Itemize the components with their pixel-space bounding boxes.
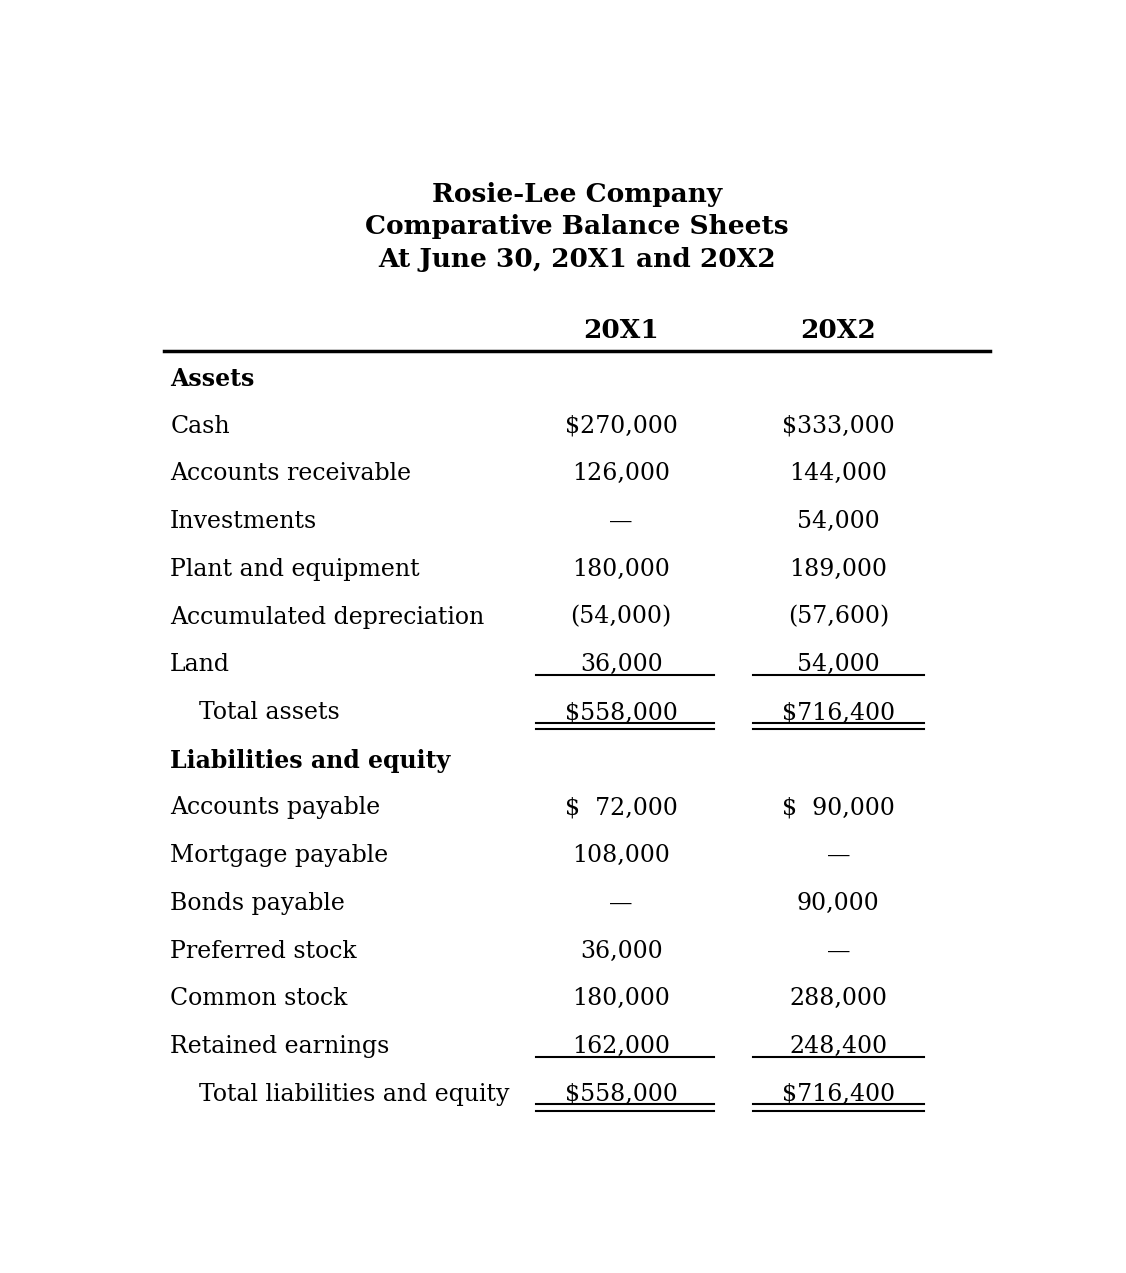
Text: $716,400: $716,400	[781, 701, 895, 724]
Text: At June 30, 20X1 and 20X2: At June 30, 20X1 and 20X2	[378, 247, 776, 271]
Text: —: —	[826, 939, 850, 962]
Text: $716,400: $716,400	[781, 1083, 895, 1106]
Text: 20X2: 20X2	[801, 318, 876, 344]
Text: Cash: Cash	[170, 415, 230, 438]
Text: 108,000: 108,000	[572, 844, 670, 867]
Text: $  72,000: $ 72,000	[565, 797, 678, 820]
Text: Accumulated depreciation: Accumulated depreciation	[170, 606, 484, 629]
Text: Accounts payable: Accounts payable	[170, 797, 381, 820]
Text: 162,000: 162,000	[572, 1035, 670, 1058]
Text: 90,000: 90,000	[797, 892, 879, 915]
Text: —: —	[609, 892, 633, 915]
Text: —: —	[609, 510, 633, 533]
Text: Rosie-Lee Company: Rosie-Lee Company	[432, 182, 722, 207]
Text: 248,400: 248,400	[789, 1035, 887, 1058]
Text: Plant and equipment: Plant and equipment	[170, 558, 420, 580]
Text: Land: Land	[170, 653, 230, 676]
Text: 20X1: 20X1	[583, 318, 659, 344]
Text: Assets: Assets	[170, 367, 254, 391]
Text: 144,000: 144,000	[789, 462, 887, 485]
Text: 54,000: 54,000	[797, 653, 879, 676]
Text: —: —	[826, 844, 850, 867]
Text: Total liabilities and equity: Total liabilities and equity	[199, 1083, 509, 1106]
Text: 36,000: 36,000	[580, 939, 662, 962]
Text: Preferred stock: Preferred stock	[170, 939, 357, 962]
Text: 288,000: 288,000	[789, 988, 887, 1011]
Text: Liabilities and equity: Liabilities and equity	[170, 749, 450, 773]
Text: Common stock: Common stock	[170, 988, 348, 1011]
Text: $558,000: $558,000	[565, 1083, 678, 1106]
Text: Retained earnings: Retained earnings	[170, 1035, 390, 1058]
Text: 126,000: 126,000	[572, 462, 670, 485]
Text: 54,000: 54,000	[797, 510, 879, 533]
Text: Accounts receivable: Accounts receivable	[170, 462, 411, 485]
Text: 189,000: 189,000	[789, 558, 887, 580]
Text: Investments: Investments	[170, 510, 318, 533]
Text: $  90,000: $ 90,000	[781, 797, 895, 820]
Text: 36,000: 36,000	[580, 653, 662, 676]
Text: 180,000: 180,000	[572, 988, 670, 1011]
Text: Total assets: Total assets	[199, 701, 340, 724]
Text: Bonds payable: Bonds payable	[170, 892, 345, 915]
Text: $558,000: $558,000	[565, 701, 678, 724]
Text: $333,000: $333,000	[781, 415, 895, 438]
Text: 180,000: 180,000	[572, 558, 670, 580]
Text: Comparative Balance Sheets: Comparative Balance Sheets	[365, 214, 789, 239]
Text: (54,000): (54,000)	[571, 606, 672, 629]
Text: (57,600): (57,600)	[787, 606, 888, 629]
Text: Mortgage payable: Mortgage payable	[170, 844, 388, 867]
Text: $270,000: $270,000	[565, 415, 678, 438]
